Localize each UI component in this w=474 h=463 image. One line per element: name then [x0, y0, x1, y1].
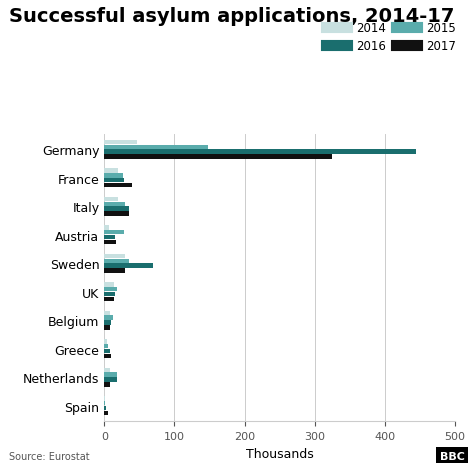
Bar — [104, 282, 114, 287]
X-axis label: Thousands: Thousands — [246, 446, 313, 459]
Text: Source: Eurostat: Source: Eurostat — [9, 450, 90, 461]
Bar — [104, 259, 129, 263]
Bar — [104, 150, 417, 155]
Bar — [104, 354, 111, 358]
Bar — [104, 349, 110, 353]
Bar — [104, 140, 137, 145]
Bar — [104, 183, 132, 188]
Bar — [104, 197, 118, 202]
Bar — [104, 174, 122, 178]
Bar — [104, 212, 129, 216]
Bar — [104, 179, 124, 183]
Bar — [104, 377, 117, 382]
Bar — [104, 406, 106, 410]
Bar — [104, 311, 110, 315]
Bar — [104, 396, 105, 400]
Bar — [104, 373, 117, 377]
Bar — [104, 202, 125, 206]
Bar — [104, 339, 107, 344]
Bar — [104, 254, 125, 258]
Bar — [104, 240, 116, 244]
Bar — [104, 145, 208, 150]
Bar — [104, 235, 115, 240]
Bar — [104, 231, 124, 235]
Bar — [104, 288, 117, 292]
Bar — [104, 292, 115, 297]
Bar — [104, 368, 110, 372]
Bar — [104, 325, 110, 330]
Bar — [104, 320, 111, 325]
Bar — [104, 411, 108, 415]
Bar — [104, 264, 154, 268]
Bar — [104, 344, 109, 349]
Legend: 2014, 2016, 2015, 2017: 2014, 2016, 2015, 2017 — [323, 20, 459, 55]
Bar — [104, 169, 118, 173]
Text: Successful asylum applications, 2014-17: Successful asylum applications, 2014-17 — [9, 7, 455, 26]
Bar — [104, 269, 125, 273]
Text: BBC: BBC — [440, 450, 465, 461]
Bar — [104, 225, 109, 230]
Bar — [104, 207, 129, 212]
Bar — [104, 297, 114, 301]
Bar — [104, 382, 110, 387]
Bar — [104, 401, 105, 406]
Bar — [104, 316, 113, 320]
Bar — [104, 155, 332, 159]
